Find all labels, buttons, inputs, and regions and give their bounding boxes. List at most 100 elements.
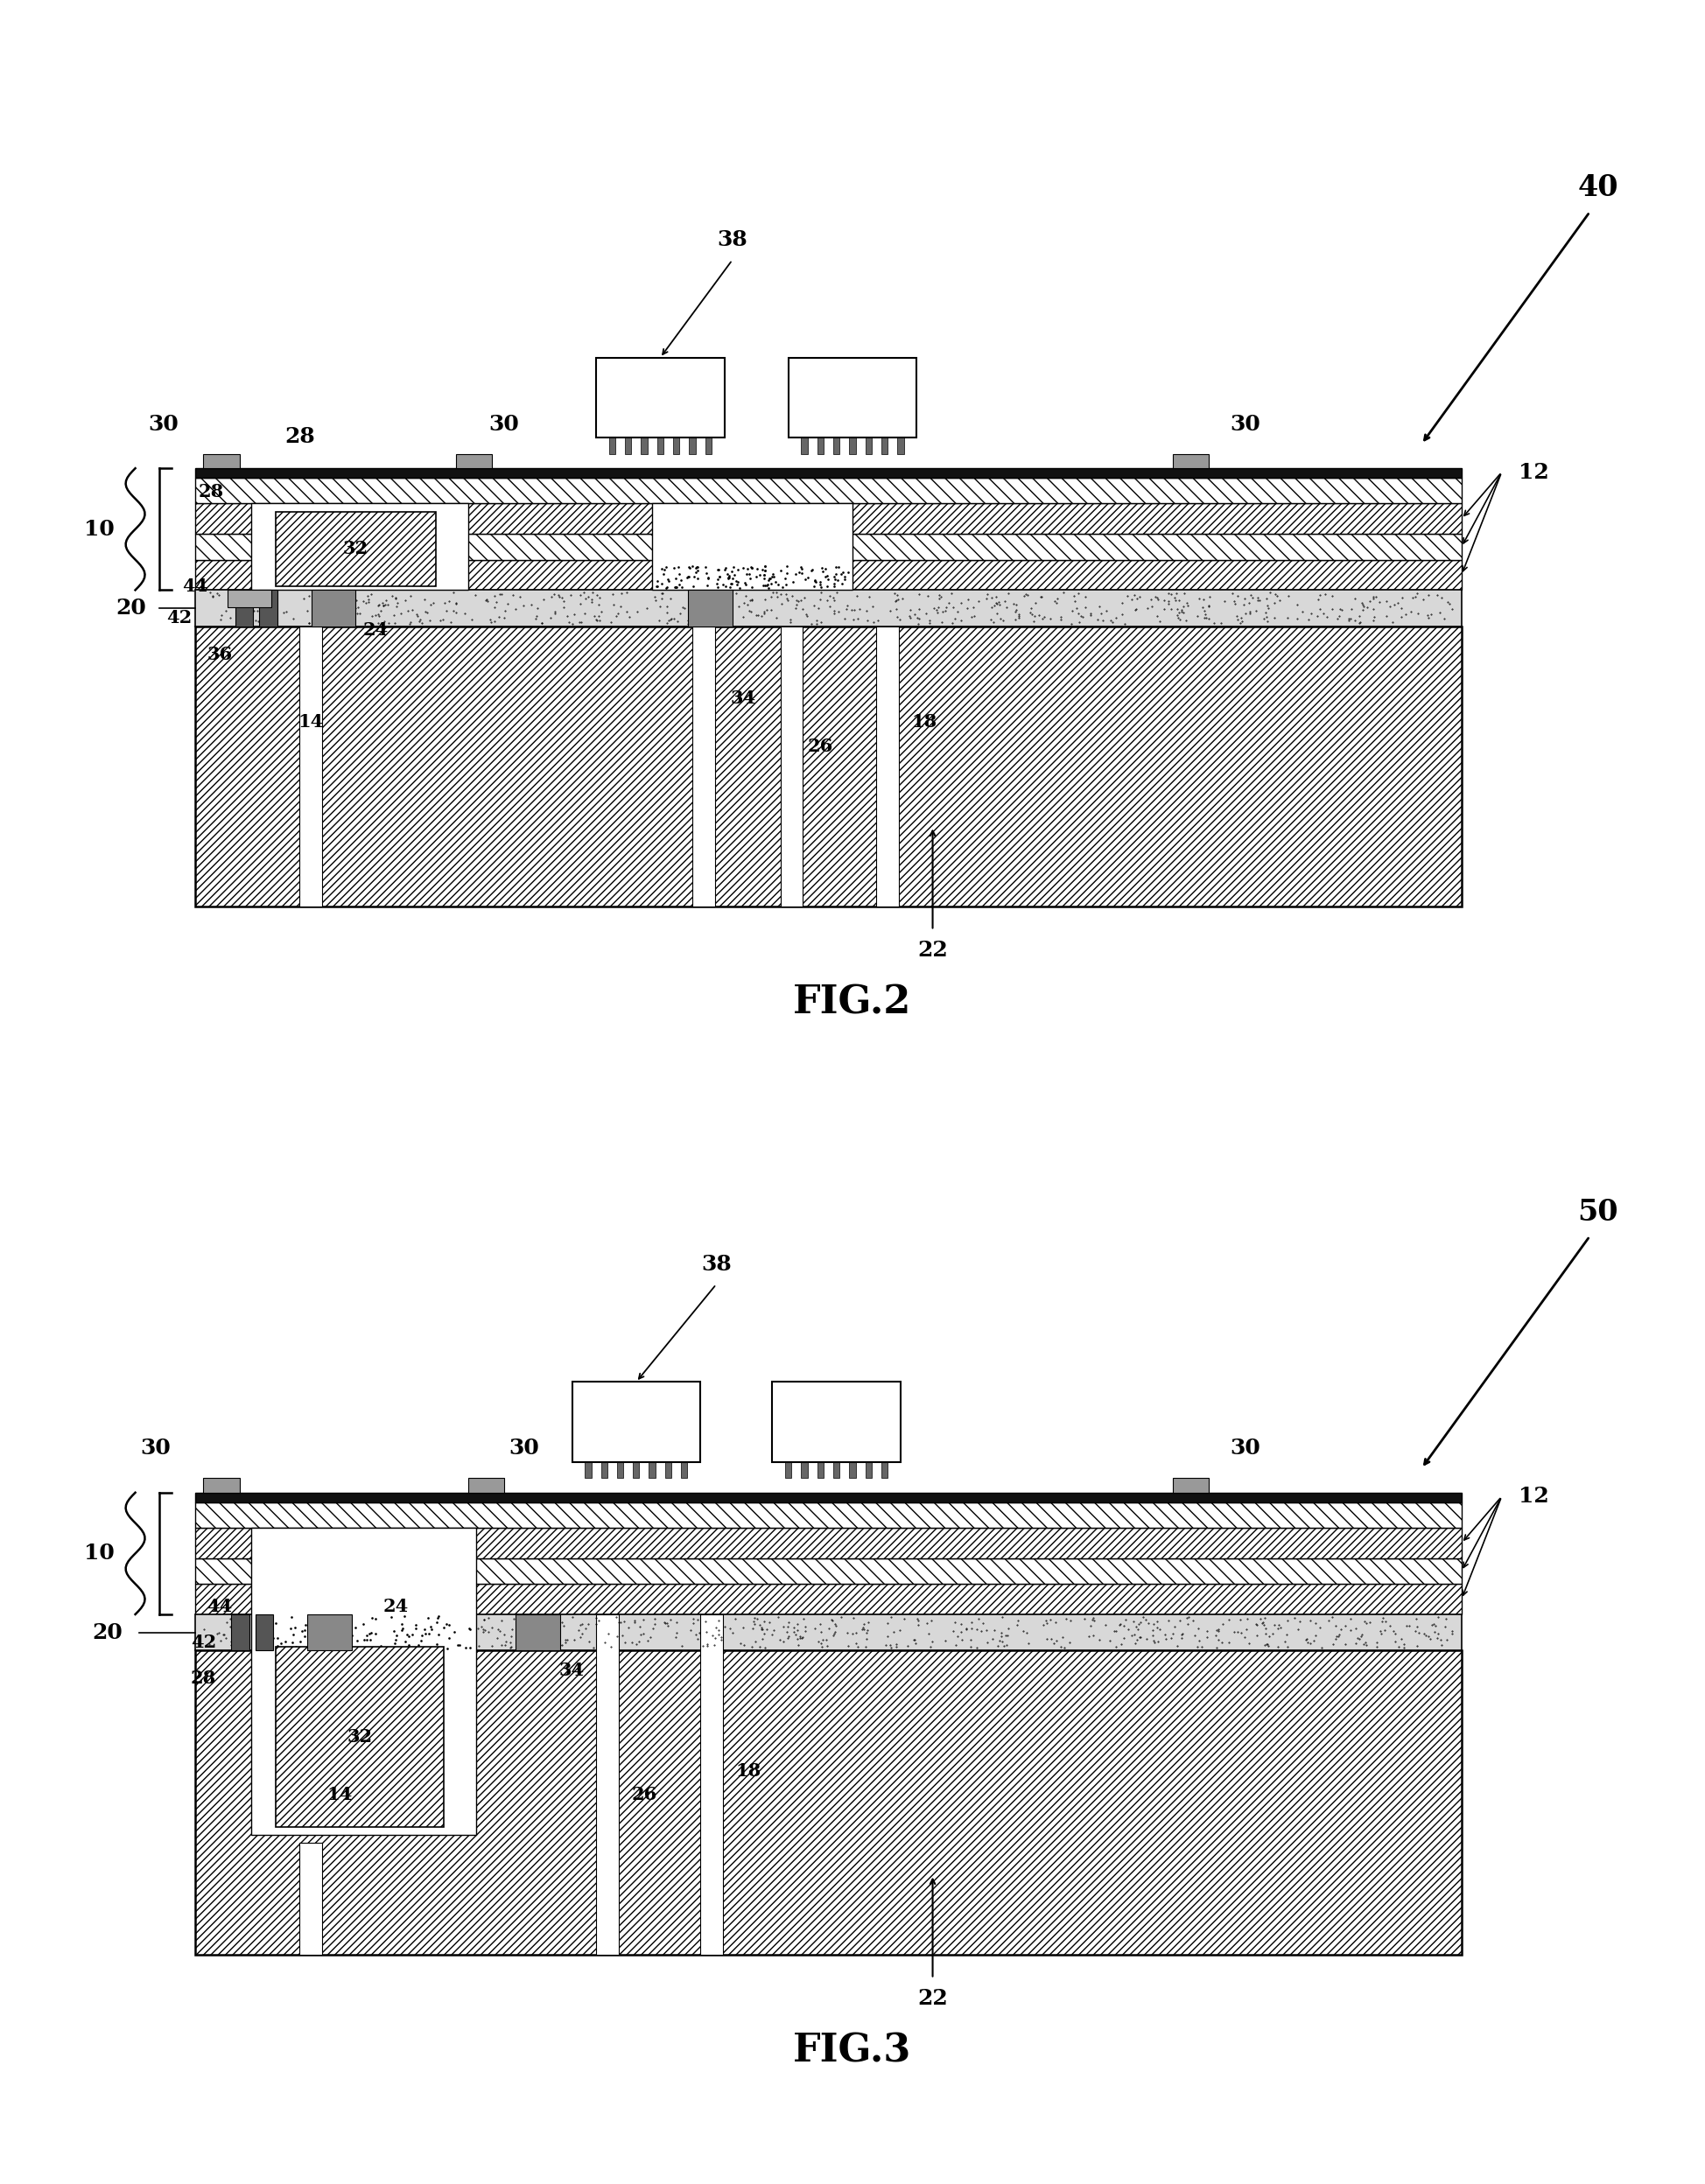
Point	[783, 587, 810, 622]
Point	[1207, 1625, 1234, 1660]
Point	[494, 585, 522, 620]
Point	[808, 574, 835, 609]
Point	[806, 568, 834, 603]
Point	[302, 1603, 329, 1638]
Point	[1299, 1623, 1326, 1658]
Point	[774, 548, 801, 583]
Point	[1108, 1627, 1136, 1662]
Point	[992, 590, 1020, 625]
Point	[641, 1607, 668, 1642]
Text: 30: 30	[1229, 1437, 1260, 1459]
Bar	[673, 437, 679, 454]
Point	[612, 594, 639, 629]
Bar	[876, 627, 899, 906]
Point	[295, 579, 322, 614]
Point	[677, 550, 704, 585]
Point	[992, 1618, 1020, 1653]
Point	[220, 1629, 247, 1664]
Point	[977, 603, 1004, 638]
Point	[498, 1629, 525, 1664]
Point	[750, 1616, 777, 1651]
Point	[1192, 601, 1219, 636]
Point	[300, 1607, 327, 1642]
Point	[1047, 603, 1074, 638]
Bar	[680, 1461, 687, 1479]
Point	[750, 557, 777, 592]
Point	[213, 1605, 240, 1640]
Point	[704, 596, 731, 631]
Point	[684, 1603, 711, 1638]
Point	[283, 1618, 310, 1653]
Point	[737, 561, 764, 596]
Point	[1018, 596, 1045, 631]
Point	[392, 1610, 419, 1645]
Point	[864, 603, 892, 638]
Point	[752, 548, 779, 583]
Point	[1209, 1607, 1236, 1642]
Point	[1125, 579, 1153, 614]
Point	[832, 592, 859, 627]
Point	[764, 1599, 791, 1634]
Point	[1326, 1612, 1354, 1647]
Point	[259, 1614, 286, 1649]
Point	[772, 1614, 800, 1649]
Text: 38: 38	[701, 1254, 731, 1275]
Point	[764, 574, 791, 609]
Point	[338, 596, 365, 631]
Point	[435, 1607, 462, 1642]
Point	[655, 1607, 682, 1642]
Point	[991, 1629, 1018, 1664]
Point	[984, 587, 1011, 622]
Point	[1313, 601, 1340, 636]
Point	[244, 1616, 271, 1651]
Point	[730, 585, 757, 620]
Point	[1366, 1614, 1393, 1649]
Point	[442, 585, 469, 620]
Point	[1439, 592, 1466, 627]
Point	[788, 583, 815, 618]
Point	[1183, 1629, 1211, 1664]
Point	[1221, 585, 1248, 620]
Point	[748, 1612, 776, 1647]
Point	[1185, 1612, 1212, 1647]
Point	[1231, 587, 1258, 622]
Point	[460, 1618, 488, 1653]
Point	[1165, 601, 1192, 636]
Point	[382, 590, 409, 625]
Point	[655, 561, 682, 596]
Point	[928, 579, 955, 614]
Point	[1303, 598, 1330, 633]
Point	[805, 1625, 832, 1660]
Bar	[609, 437, 616, 454]
Point	[341, 1610, 368, 1645]
Point	[228, 1621, 256, 1655]
Point	[580, 598, 607, 633]
Point	[745, 557, 772, 592]
Point	[769, 1610, 796, 1645]
Point	[1342, 603, 1369, 638]
Point	[367, 1629, 394, 1664]
Bar	[307, 1614, 351, 1651]
Point	[1028, 601, 1055, 636]
Point	[905, 1607, 933, 1642]
Text: 32: 32	[343, 539, 368, 557]
Point	[680, 570, 708, 605]
Point	[784, 1627, 812, 1662]
Point	[382, 605, 409, 640]
Point	[426, 1607, 454, 1642]
Point	[829, 555, 856, 590]
Point	[871, 1627, 899, 1662]
Point	[290, 1618, 317, 1653]
Point	[1402, 579, 1429, 614]
Point	[392, 1616, 419, 1651]
Point	[573, 581, 600, 616]
Point	[1260, 1607, 1287, 1642]
Point	[460, 1610, 488, 1645]
Bar	[196, 1492, 1461, 1503]
Point	[264, 1629, 292, 1664]
Point	[1262, 577, 1289, 612]
Text: 42: 42	[167, 609, 193, 627]
Point	[801, 563, 829, 598]
Point	[818, 1603, 846, 1638]
Point	[1049, 574, 1076, 609]
